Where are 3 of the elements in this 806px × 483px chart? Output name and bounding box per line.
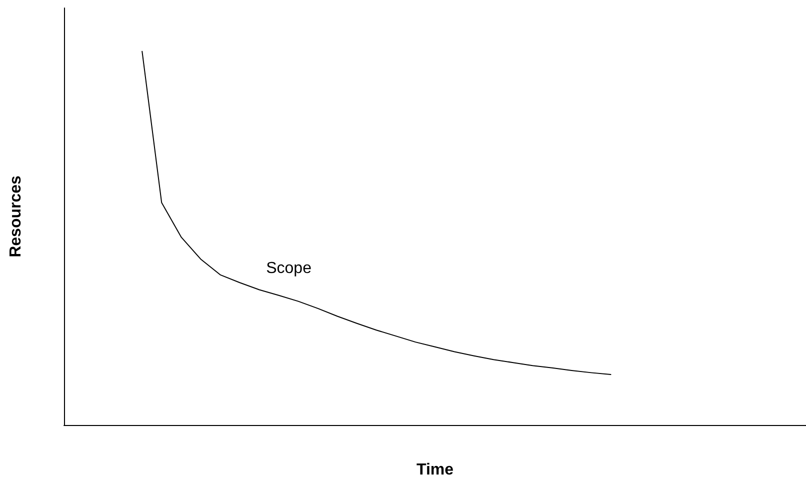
x-axis-title: Time [416, 462, 454, 478]
y-axis-title: Resources [8, 175, 24, 258]
series-label: Scope [266, 260, 312, 277]
